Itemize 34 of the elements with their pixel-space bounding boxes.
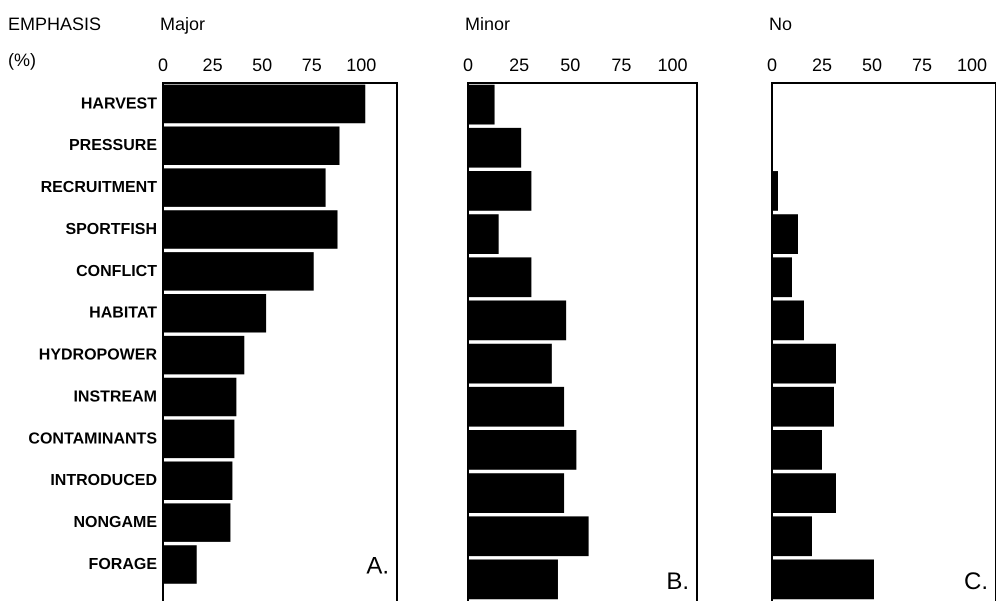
x-tick-label: 25 bbox=[812, 55, 832, 76]
chart-title: Minor bbox=[465, 14, 510, 34]
x-tick-label: 0 bbox=[766, 55, 778, 76]
y-tick-label: CONFLICT bbox=[76, 262, 158, 280]
y-tick-label: INTRODUCED bbox=[50, 472, 157, 490]
x-tick-label: 0 bbox=[462, 55, 474, 76]
annotation: C. bbox=[964, 568, 988, 595]
y-tick-label: HYDROPOWER bbox=[38, 346, 158, 364]
y-tick-label: SPORTFISH bbox=[65, 220, 157, 238]
y-tick-label: FORAGE bbox=[88, 556, 158, 573]
x-tick-label: 100 bbox=[346, 55, 376, 76]
y-tick-label: CONTAMINANTS bbox=[28, 430, 158, 448]
x-tick-label: 100 bbox=[657, 55, 688, 76]
chart-title: Major bbox=[160, 14, 206, 34]
x-tick-label: 25 bbox=[202, 55, 223, 76]
y-tick-label: HABITAT bbox=[89, 304, 158, 322]
x-tick-label: 25 bbox=[509, 55, 530, 76]
x-tick-label: 75 bbox=[912, 55, 932, 76]
x-tick-label: 50 bbox=[252, 55, 272, 76]
chart-title: No bbox=[769, 14, 792, 34]
annotation: A. bbox=[366, 552, 389, 580]
x-tick-label: 100 bbox=[956, 55, 988, 76]
x-tick-label: 50 bbox=[560, 55, 580, 76]
x-tick-label: 75 bbox=[611, 55, 632, 76]
x-tick-label: 50 bbox=[862, 55, 882, 76]
y-tick-label: HARVEST bbox=[80, 95, 158, 112]
y-tick-label: INSTREAM bbox=[73, 388, 157, 406]
x-tick-label: 75 bbox=[302, 55, 322, 76]
y-axis-title: EMPHASIS (%) bbox=[8, 14, 102, 70]
y-tick-label: NONGAME bbox=[73, 514, 158, 532]
y-tick-label: RECRUITMENT bbox=[40, 179, 158, 196]
x-tick-label: 0 bbox=[158, 55, 168, 76]
y-tick-label: PRESSURE bbox=[68, 137, 158, 154]
annotation: B. bbox=[666, 568, 689, 595]
